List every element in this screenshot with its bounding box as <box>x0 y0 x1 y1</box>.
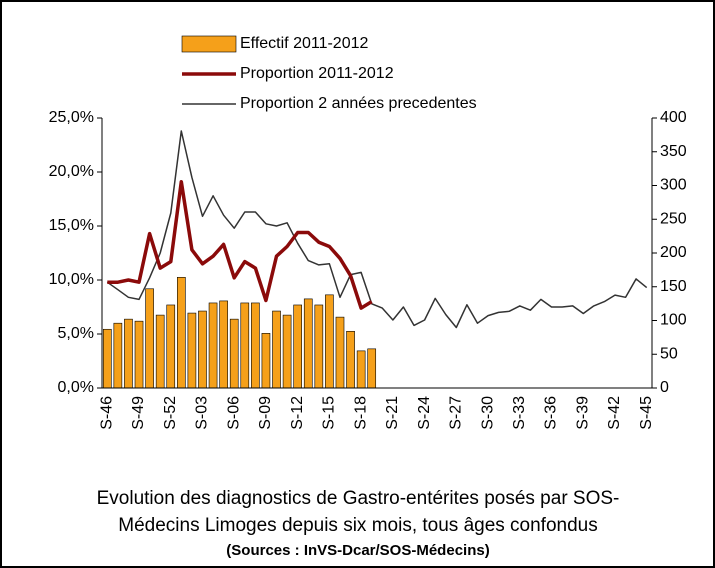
y-tick-label: 10,0% <box>49 271 94 288</box>
y2-tick-label: 200 <box>660 244 687 261</box>
bar <box>187 312 197 389</box>
x-tick-label: S-12 <box>289 396 306 430</box>
y2-tick-label: 300 <box>660 177 687 194</box>
legend-label: Effectif 2011-2012 <box>240 35 368 52</box>
x-tick-label: S-33 <box>511 396 528 430</box>
y2-tick-label: 150 <box>660 278 687 295</box>
y-tick-label: 5,0% <box>58 325 94 342</box>
bar <box>240 302 250 389</box>
y2-tick-label: 400 <box>660 109 687 126</box>
bar <box>325 294 334 389</box>
bar <box>198 310 207 389</box>
caption-line-1: Evolution des diagnostics de Gastro-enté… <box>97 488 620 509</box>
x-tick-label: S-52 <box>162 396 179 430</box>
x-tick-label: S-18 <box>352 396 369 430</box>
bar <box>166 304 176 389</box>
bar <box>219 300 228 389</box>
bar <box>251 302 260 389</box>
x-tick-label: S-15 <box>321 396 338 430</box>
bar <box>272 310 281 389</box>
y-tick-label: 0,0% <box>58 379 94 396</box>
x-tick-label: S-24 <box>416 396 433 430</box>
bar <box>177 276 186 389</box>
bar <box>229 318 239 389</box>
y-tick-label: 15,0% <box>49 217 94 234</box>
y-tick-label: 25,0% <box>49 109 94 126</box>
legend-label: Proportion 2 années precedentes <box>240 95 477 112</box>
y2-tick-label: 50 <box>660 345 678 362</box>
y-tick-label: 20,0% <box>49 163 94 180</box>
bar <box>367 348 377 389</box>
bar <box>155 314 165 389</box>
bar <box>124 318 133 389</box>
x-tick-label: S-42 <box>606 396 623 430</box>
x-tick-label: S-49 <box>130 396 147 430</box>
legend-label: Proportion 2011-2012 <box>240 65 394 82</box>
caption-line-2: Médecins Limoges depuis six mois, tous â… <box>118 515 597 536</box>
y2-tick-label: 350 <box>660 143 687 160</box>
x-tick-label: S-03 <box>194 396 211 430</box>
bar <box>346 330 355 389</box>
x-tick-label: S-27 <box>448 396 465 430</box>
bar <box>102 328 112 389</box>
bar <box>134 320 144 389</box>
x-tick-label: S-39 <box>574 396 591 430</box>
bar <box>113 322 123 389</box>
bar <box>314 304 324 389</box>
bar <box>145 288 154 389</box>
bar <box>282 314 292 389</box>
y2-tick-label: 250 <box>660 210 687 227</box>
y2-tick-label: 100 <box>660 312 687 329</box>
x-tick-label: S-36 <box>543 396 560 430</box>
x-tick-label: S-21 <box>384 396 401 430</box>
bar <box>335 316 345 389</box>
x-tick-label: S-45 <box>638 396 655 430</box>
x-tick-label: S-09 <box>257 396 274 430</box>
bar <box>208 302 218 389</box>
bar <box>356 350 366 389</box>
y2-tick-label: 0 <box>660 379 669 396</box>
line <box>107 179 373 310</box>
bar <box>303 298 313 389</box>
x-tick-label: S-46 <box>99 396 116 430</box>
bar <box>261 333 271 389</box>
source: (Sources : InVS-Dcar/SOS-Médecins) <box>226 542 489 559</box>
line <box>106 130 648 329</box>
legend-swatch <box>181 35 237 53</box>
x-tick-label: S-30 <box>479 396 496 430</box>
x-tick-label: S-06 <box>225 396 242 430</box>
bar <box>293 304 302 389</box>
